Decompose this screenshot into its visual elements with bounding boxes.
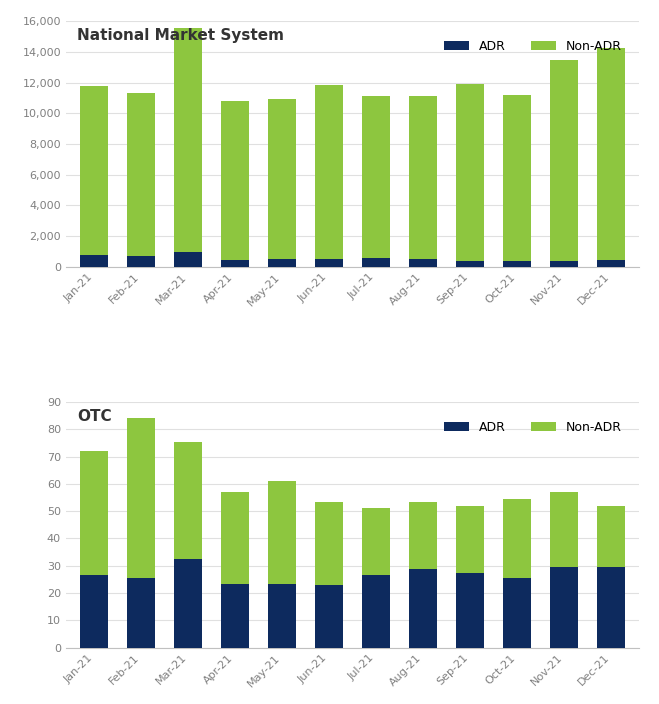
Bar — [221, 584, 249, 648]
Bar — [597, 49, 625, 260]
Bar — [597, 260, 625, 267]
Bar — [127, 92, 155, 256]
Bar — [174, 559, 202, 648]
Bar — [597, 505, 625, 567]
Bar — [80, 256, 108, 267]
Bar — [409, 96, 437, 259]
Text: National Market System: National Market System — [77, 28, 285, 44]
Bar — [409, 259, 437, 267]
Bar — [456, 260, 484, 267]
Bar — [174, 441, 202, 559]
Bar — [221, 101, 249, 260]
Bar — [503, 261, 531, 267]
Bar — [127, 578, 155, 648]
Bar — [550, 60, 578, 261]
Bar — [268, 584, 296, 648]
Bar — [550, 492, 578, 567]
Bar — [362, 575, 390, 648]
Bar — [503, 499, 531, 578]
Bar — [362, 96, 390, 258]
Bar — [409, 569, 437, 648]
Bar — [362, 258, 390, 267]
Bar — [268, 481, 296, 584]
Text: OTC: OTC — [77, 409, 112, 425]
Bar — [597, 567, 625, 648]
Bar — [80, 86, 108, 256]
Bar — [80, 575, 108, 648]
Bar — [127, 256, 155, 267]
Bar — [268, 99, 296, 260]
Bar — [315, 502, 343, 585]
Bar — [550, 567, 578, 648]
Bar — [456, 84, 484, 260]
Bar — [268, 260, 296, 267]
Bar — [221, 260, 249, 267]
Bar — [315, 84, 343, 259]
Bar — [362, 508, 390, 575]
Legend: ADR, Non-ADR: ADR, Non-ADR — [440, 415, 627, 439]
Bar — [315, 585, 343, 648]
Legend: ADR, Non-ADR: ADR, Non-ADR — [440, 34, 627, 58]
Bar — [503, 95, 531, 261]
Bar — [221, 492, 249, 584]
Bar — [456, 572, 484, 648]
Bar — [80, 451, 108, 575]
Bar — [409, 502, 437, 569]
Bar — [174, 28, 202, 252]
Bar — [550, 261, 578, 267]
Bar — [503, 578, 531, 648]
Bar — [174, 252, 202, 267]
Bar — [127, 418, 155, 578]
Bar — [315, 259, 343, 267]
Bar — [456, 505, 484, 572]
